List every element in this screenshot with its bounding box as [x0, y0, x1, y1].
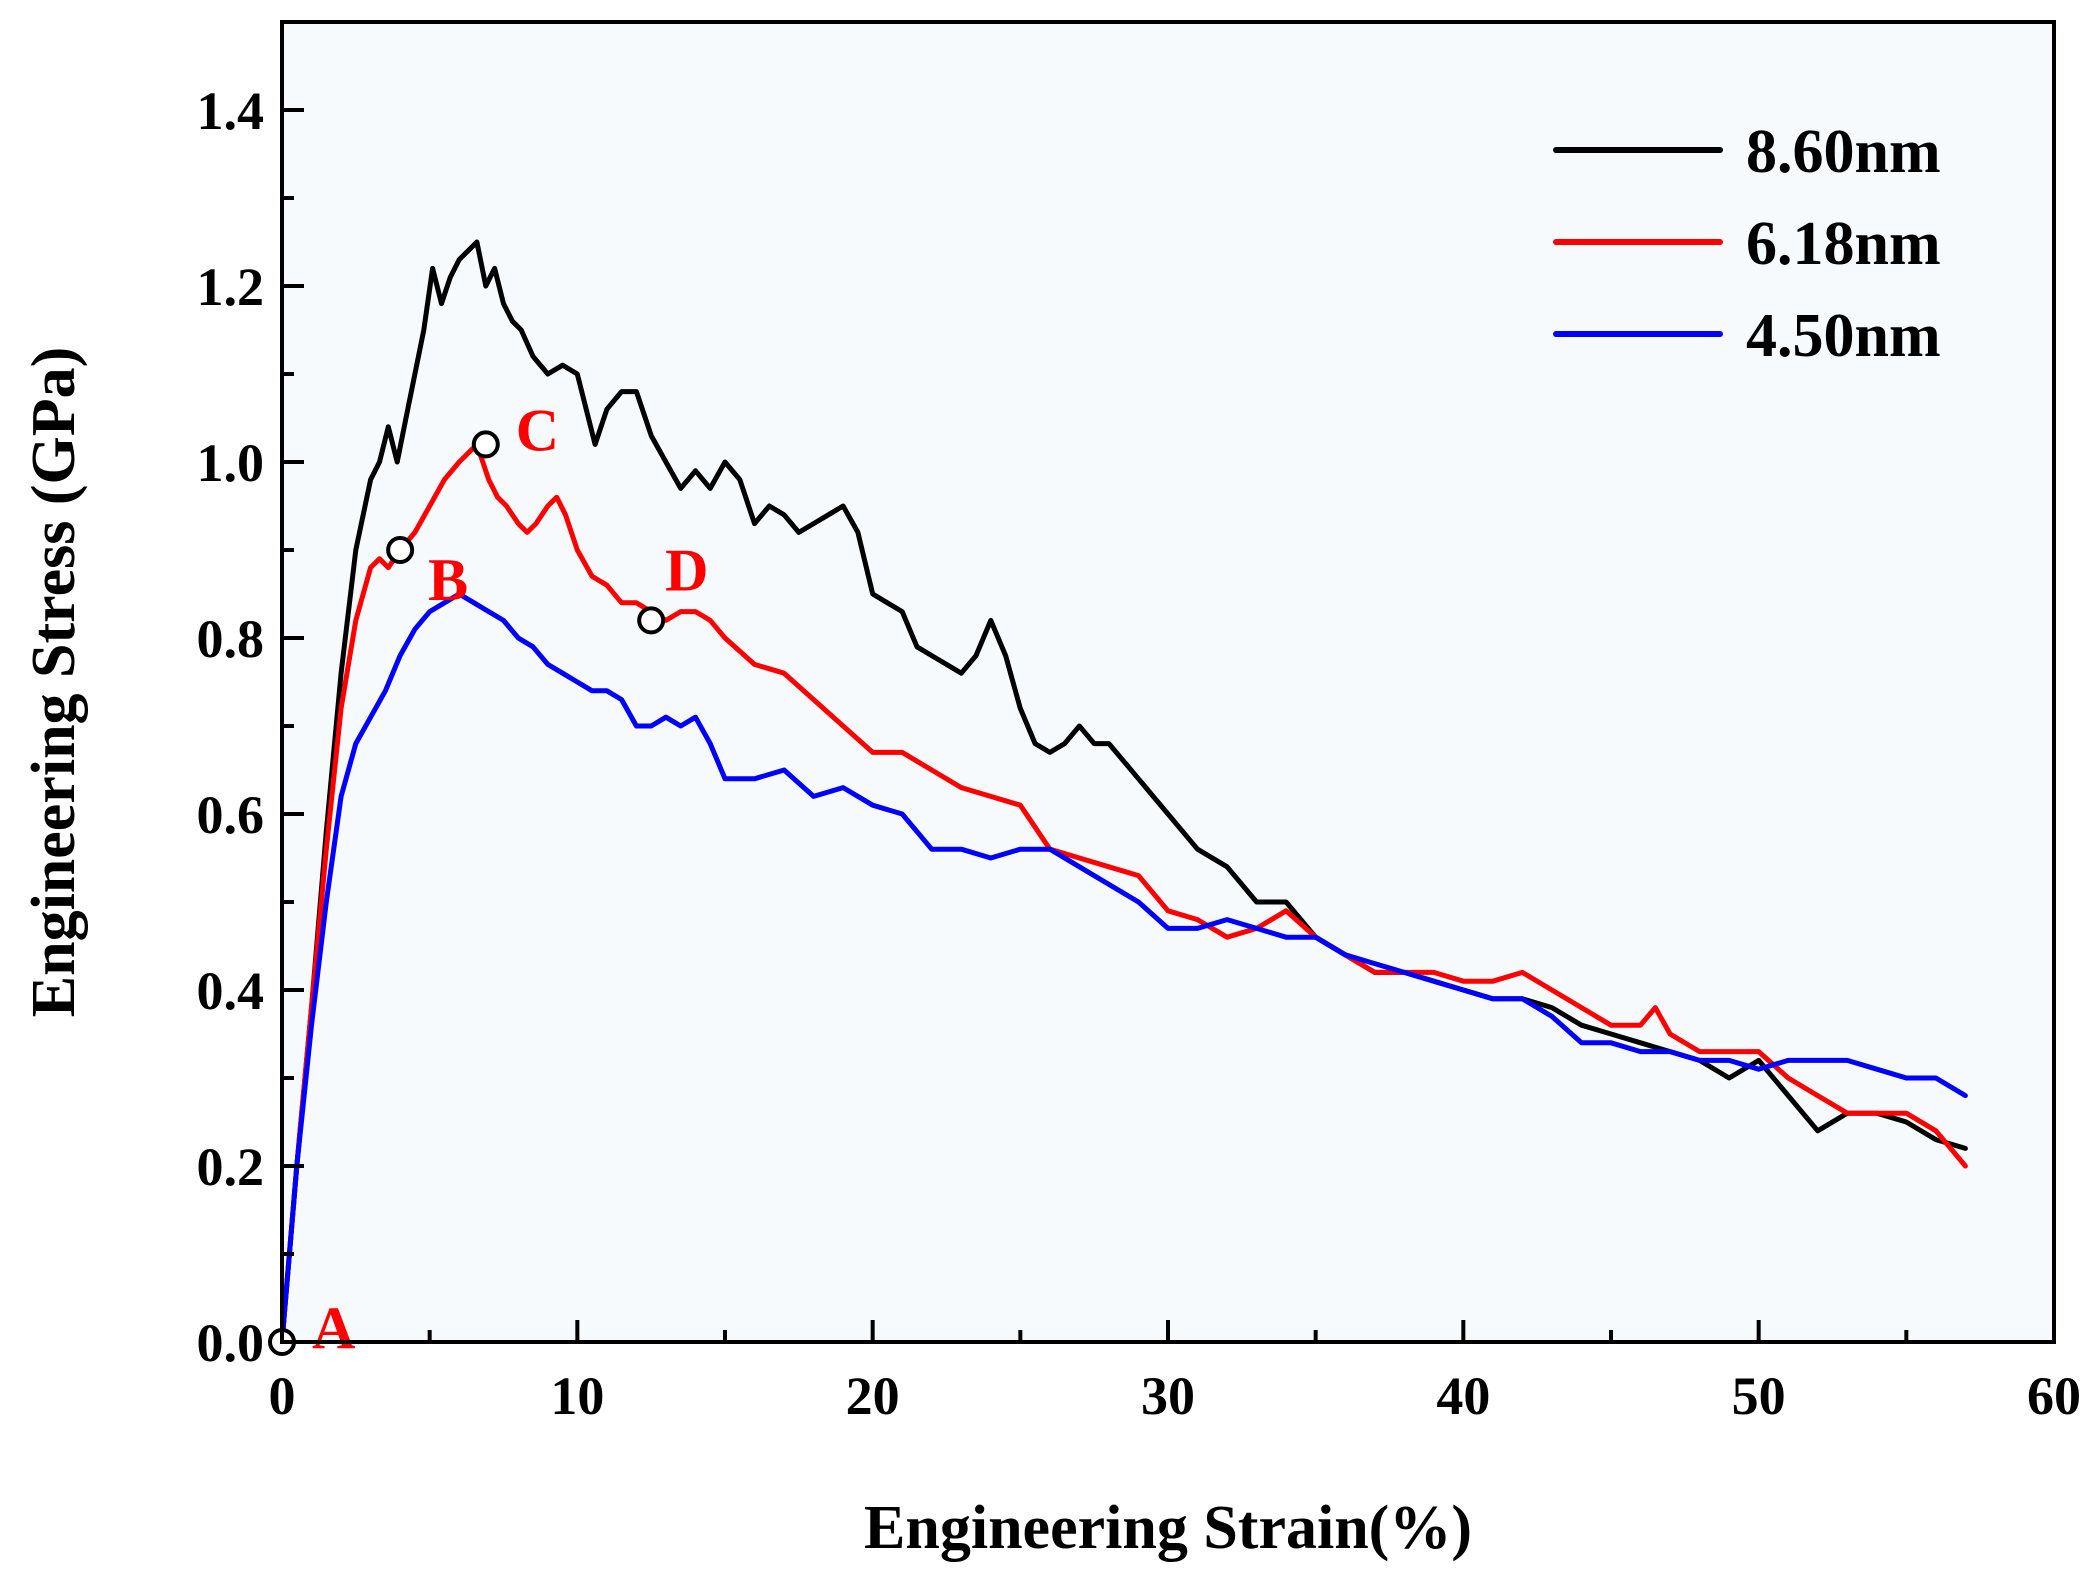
y-tick-label: 1.4 [197, 81, 265, 141]
legend-label: 8.60nm [1746, 118, 1941, 186]
y-tick-label: 1.0 [197, 433, 265, 493]
legend-label: 4.50nm [1746, 302, 1941, 370]
point-label-c: C [516, 397, 559, 463]
x-tick-label: 10 [550, 1366, 604, 1426]
x-tick-label: 0 [269, 1366, 296, 1426]
axis-layer: 0 10 20 30 40 50 60 0.0 0.2 0.4 0.6 0.8 1.0 1.2 1.4 [197, 20, 2081, 1426]
x-tick-label: 20 [846, 1366, 900, 1426]
y-tick-label: 0.0 [197, 1313, 265, 1373]
y-axis-label: Engineering Stress (GPa) [20, 347, 88, 1018]
x-tick-label: 40 [1436, 1366, 1490, 1426]
x-tick-label: 30 [1141, 1366, 1195, 1426]
y-tick-label: 0.6 [197, 785, 265, 845]
legend: 8.60nm 6.18nm 4.50nm [1553, 118, 1941, 370]
point-label-a: A [312, 1295, 355, 1361]
y-tick-label: 0.2 [197, 1137, 265, 1197]
point-marker-c [471, 430, 500, 459]
y-tick-label: 0.4 [197, 961, 265, 1021]
point-label-d: D [665, 537, 708, 603]
series-line-4-50nm [279, 591, 1968, 1345]
x-axis-label: Engineering Strain(%) [864, 1494, 1472, 1562]
x-tick-label: 60 [2027, 1366, 2081, 1426]
point-label-b: B [428, 547, 468, 613]
y-tick-label: 0.8 [197, 609, 265, 669]
y-tick-label: 1.2 [197, 257, 265, 317]
series-layer [279, 239, 1968, 1345]
legend-label: 6.18nm [1746, 210, 1941, 278]
series-line-6-18nm [279, 441, 1968, 1345]
x-tick-label: 50 [1732, 1366, 1786, 1426]
point-marker-b [386, 536, 415, 564]
point-marker-d [637, 606, 666, 635]
